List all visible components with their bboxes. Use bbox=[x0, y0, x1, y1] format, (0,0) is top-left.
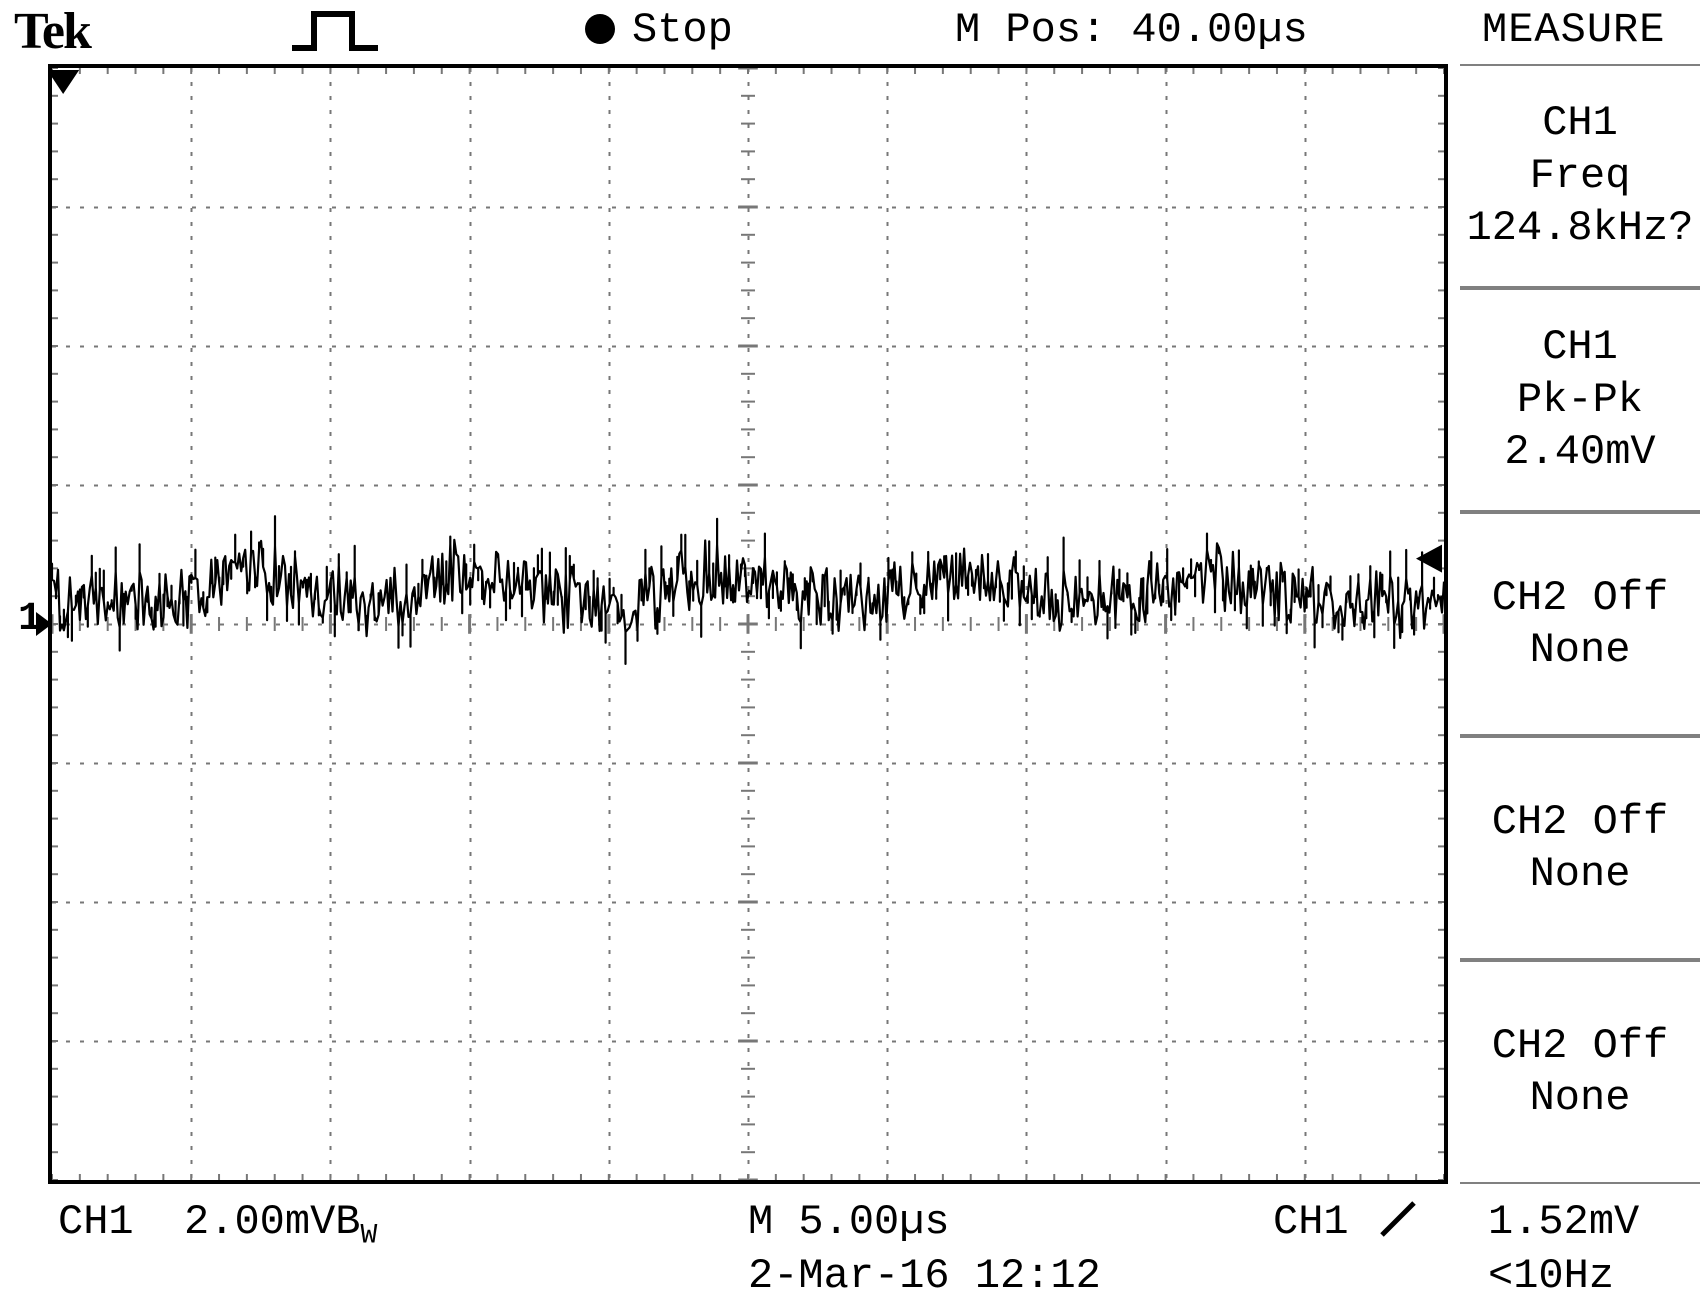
measure-slot-2-channel: CH1 bbox=[1542, 321, 1618, 374]
measure-slot-5[interactable]: CH2 Off None bbox=[1460, 960, 1700, 1184]
measure-slot-2-type: Pk-Pk bbox=[1517, 374, 1643, 427]
bandwidth-limit-sub: W bbox=[361, 1220, 378, 1251]
datetime-readout: 2-Mar-16 12:12 bbox=[748, 1252, 1101, 1300]
ch1-scale-readout: CH1 2.00mVBW bbox=[58, 1198, 377, 1251]
oscilloscope-screen: Tek Stop M Pos: 40.00µs MEASURE 1 CH1 Fr… bbox=[0, 0, 1700, 1307]
rising-edge-icon bbox=[1380, 1201, 1416, 1237]
plot-canvas bbox=[52, 68, 1444, 1180]
trigger-readout: CH1 bbox=[1273, 1198, 1422, 1246]
trigger-frequency-readout: <10Hz bbox=[1488, 1252, 1614, 1300]
waveform-plot[interactable] bbox=[48, 64, 1448, 1184]
measure-slot-1-type: Freq bbox=[1530, 150, 1631, 203]
measure-slot-1-value: 124.8kHz? bbox=[1467, 202, 1694, 255]
measure-slot-2-value: 2.40mV bbox=[1504, 426, 1655, 479]
top-bar: Tek Stop M Pos: 40.00µs MEASURE bbox=[0, 0, 1700, 64]
measure-slot-4[interactable]: CH2 Off None bbox=[1460, 736, 1700, 960]
bottom-readouts: CH1 2.00mVBW M 5.00µs 2-Mar-16 12:12 CH1… bbox=[48, 1196, 1700, 1306]
timebase-readout: M 5.00µs bbox=[748, 1198, 950, 1246]
run-stop-label: Stop bbox=[632, 6, 733, 54]
measure-slot-3-type: None bbox=[1530, 624, 1631, 677]
brand-logo: Tek bbox=[14, 2, 90, 61]
bandwidth-limit-indicator: B bbox=[335, 1198, 360, 1246]
measure-slot-1-channel: CH1 bbox=[1542, 97, 1618, 150]
measure-slot-1[interactable]: CH1 Freq 124.8kHz? bbox=[1460, 64, 1700, 288]
trigger-source: CH1 bbox=[1273, 1198, 1349, 1246]
measure-panel: CH1 Freq 124.8kHz? CH1 Pk-Pk 2.40mV CH2 … bbox=[1460, 64, 1700, 1184]
measure-slot-3[interactable]: CH2 Off None bbox=[1460, 512, 1700, 736]
measure-slot-4-channel: CH2 Off bbox=[1492, 796, 1668, 849]
m-position-readout: M Pos: 40.00µs bbox=[955, 6, 1308, 54]
measure-slot-2[interactable]: CH1 Pk-Pk 2.40mV bbox=[1460, 288, 1700, 512]
measure-title: MEASURE bbox=[1482, 6, 1665, 54]
measure-slot-5-type: None bbox=[1530, 1072, 1631, 1125]
pulse-icon bbox=[290, 8, 380, 56]
measure-slot-5-channel: CH2 Off bbox=[1492, 1020, 1668, 1073]
ch1-scale-value: 2.00mV bbox=[184, 1198, 335, 1246]
measure-slot-3-channel: CH2 Off bbox=[1492, 572, 1668, 625]
measure-slot-4-type: None bbox=[1530, 848, 1631, 901]
ch1-scale-source: CH1 bbox=[58, 1198, 134, 1246]
trigger-level-readout: 1.52mV bbox=[1488, 1198, 1639, 1246]
run-stop-indicator-icon bbox=[585, 14, 615, 44]
